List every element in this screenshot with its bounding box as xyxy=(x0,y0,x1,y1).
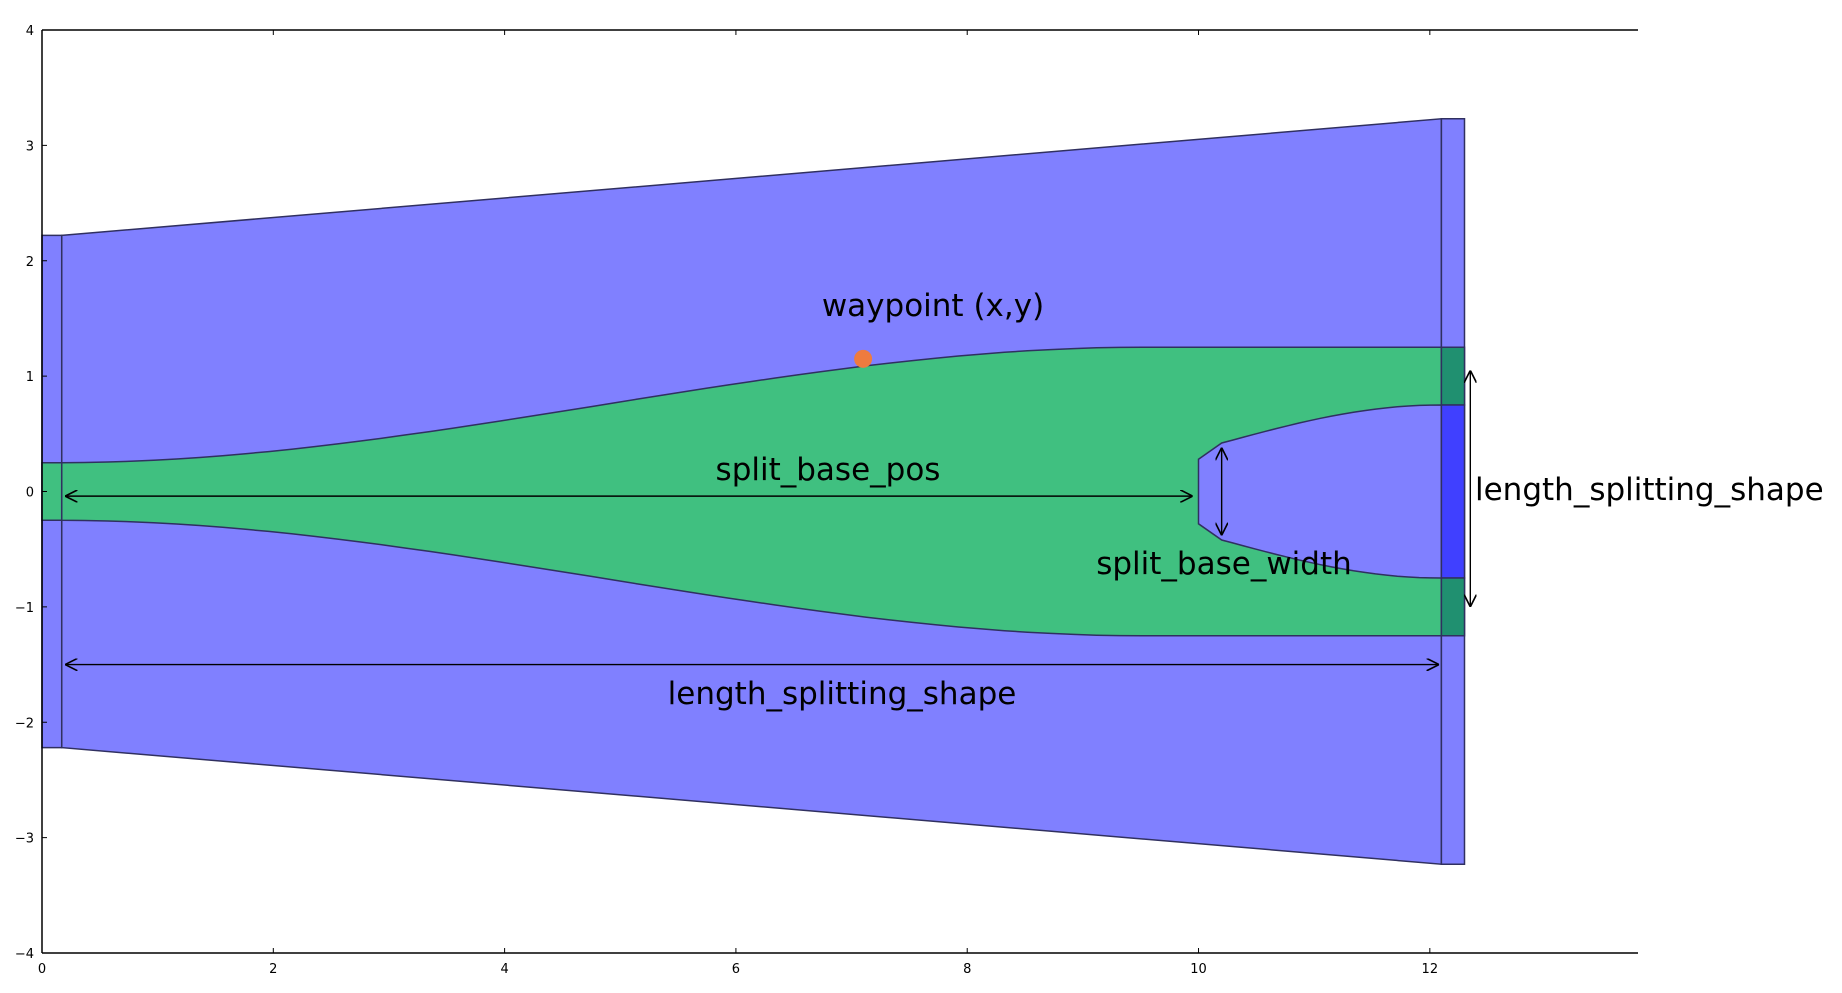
x-tick-label: 6 xyxy=(732,962,740,977)
output-port-lower-arm xyxy=(1440,577,1466,637)
split-base-pos-label: split_base_pos xyxy=(716,452,941,488)
y-tick-label: −1 xyxy=(15,601,34,616)
output-port-upper-arm xyxy=(1440,346,1466,406)
output-port-gap xyxy=(1440,404,1466,579)
y-tick-label: 3 xyxy=(26,139,34,154)
length-vertical-label: length_splitting_shape xyxy=(1475,472,1824,508)
y-tick-label: −4 xyxy=(15,947,34,962)
x-tick-label: 12 xyxy=(1422,962,1439,977)
y-tick-label: 4 xyxy=(26,24,34,39)
y-tick-label: 2 xyxy=(26,255,34,270)
annotations: waypoint (x,y) split_base_pos split_base… xyxy=(65,288,1824,712)
x-tick-label: 8 xyxy=(963,962,971,977)
length-horizontal-label: length_splitting_shape xyxy=(668,676,1017,712)
waypoint-marker xyxy=(854,349,873,368)
x-tick-label: 0 xyxy=(38,962,46,977)
x-tick-label: 10 xyxy=(1190,962,1207,977)
y-tick-label: −2 xyxy=(15,716,34,731)
y-tick-label: 1 xyxy=(26,370,34,385)
split-base-width-label: split_base_width xyxy=(1096,546,1352,582)
y-tick-label: 0 xyxy=(26,486,34,501)
x-tick-label: 2 xyxy=(269,962,277,977)
y-tick-label: −3 xyxy=(15,832,34,847)
plot-area xyxy=(41,29,1638,954)
x-tick-label: 4 xyxy=(500,962,508,977)
waypoint-label: waypoint (x,y) xyxy=(822,288,1044,324)
